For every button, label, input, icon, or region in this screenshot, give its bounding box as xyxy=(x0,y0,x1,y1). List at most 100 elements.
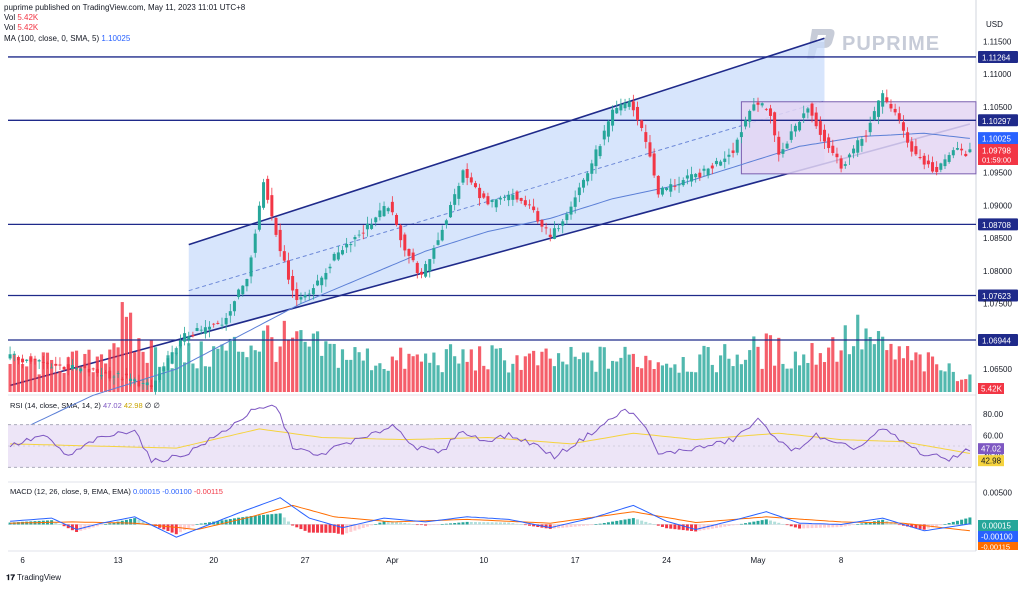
volume-bar xyxy=(943,371,947,392)
volume-bar xyxy=(606,368,611,392)
candle-body xyxy=(382,206,386,217)
candle-body xyxy=(785,143,789,149)
volume-bar xyxy=(457,363,461,392)
macd-histogram-bar xyxy=(748,522,752,525)
candle-body xyxy=(33,358,37,361)
volume-bar xyxy=(897,346,901,392)
footer: 𝟏𝟕 TradingView xyxy=(6,573,61,583)
candle-body xyxy=(665,187,669,191)
macd-histogram-bar xyxy=(183,524,187,531)
volume-bar xyxy=(498,348,502,392)
macd-histogram-bar xyxy=(486,522,490,525)
macd-histogram-bar xyxy=(901,524,905,526)
channel-upper-trendline xyxy=(188,37,825,246)
volume-bar xyxy=(116,347,120,392)
volume-bar xyxy=(814,364,818,392)
candle-body xyxy=(124,373,128,376)
macd-hist-tag xyxy=(978,520,1018,531)
candle-body xyxy=(262,182,266,208)
macd-histogram-bar xyxy=(411,524,415,525)
candle-body xyxy=(739,132,743,138)
time-tick-label: 8 xyxy=(839,556,844,565)
macd-histogram-bar xyxy=(503,522,507,525)
macd-histogram-bar xyxy=(752,521,756,525)
macd-histogram-bar xyxy=(216,520,220,525)
volume-bar xyxy=(719,355,723,392)
candle-body xyxy=(21,358,25,363)
candle-body xyxy=(872,111,876,121)
candle-body xyxy=(303,294,307,298)
rsi-sma-line xyxy=(10,428,970,454)
macd-histogram-bar xyxy=(818,524,822,528)
volume-bar xyxy=(486,369,490,392)
candle-body xyxy=(241,285,245,295)
macd-histogram-bar xyxy=(178,524,182,533)
macd-histogram-bar xyxy=(868,521,872,525)
volume-bar xyxy=(50,359,54,392)
macd-histogram-bar xyxy=(536,524,540,527)
candle-body xyxy=(931,162,935,172)
volume-bar xyxy=(332,343,336,392)
volume-bar xyxy=(885,350,889,392)
volume-bar xyxy=(893,359,897,392)
macd-histogram-bar xyxy=(914,524,918,529)
candle-body xyxy=(328,266,332,269)
candle-body xyxy=(594,149,598,167)
candle-body xyxy=(955,148,959,150)
candle-body xyxy=(8,354,12,359)
ma-line xyxy=(9,132,970,436)
volume-bar xyxy=(548,358,552,392)
macd-histogram-bar xyxy=(557,524,561,529)
volume-bar xyxy=(411,356,415,392)
macd-histogram-bar xyxy=(382,521,386,525)
candle-body xyxy=(777,136,781,155)
volume-bar xyxy=(785,368,789,392)
rsi-value: 47.02 xyxy=(102,401,122,410)
candle-body xyxy=(760,103,764,106)
price-tick-label: 1.11500 xyxy=(983,37,1012,46)
macd-histogram-bar xyxy=(278,513,282,525)
macd-histogram-bar xyxy=(257,515,261,525)
candle-body xyxy=(914,146,918,155)
macd-histogram-bar xyxy=(835,524,839,528)
volume-bar xyxy=(245,357,249,392)
volume-bar xyxy=(266,325,270,392)
macd-histogram-bar xyxy=(395,521,399,525)
volume-bar xyxy=(930,356,935,392)
macd-histogram-bar xyxy=(640,520,644,525)
candle-body xyxy=(735,139,739,153)
volume-bar xyxy=(253,350,257,392)
volume-bar xyxy=(228,338,232,392)
volume-bar xyxy=(419,361,424,392)
volume-bar xyxy=(91,372,95,392)
candle-body xyxy=(54,363,58,366)
macd-histogram-bar xyxy=(112,522,116,525)
macd-histogram-bar xyxy=(54,522,58,525)
macd-histogram-bar xyxy=(432,524,436,526)
macd-histogram-bar xyxy=(806,524,810,529)
macd-histogram-bar xyxy=(199,523,203,525)
volume-bar xyxy=(939,370,943,392)
volume-bar xyxy=(291,337,295,392)
volume-bar xyxy=(827,347,831,392)
candle-body xyxy=(278,229,282,252)
candle-body xyxy=(133,379,137,382)
volume-bar xyxy=(444,349,448,392)
volume-bar xyxy=(868,336,872,392)
price-tick-label: 1.11000 xyxy=(983,70,1012,79)
macd-histogram-bar xyxy=(274,513,278,525)
volume-bar xyxy=(835,361,839,392)
macd-histogram-bar xyxy=(299,524,303,530)
volume-bar xyxy=(432,352,436,392)
macd-signal-tag xyxy=(978,542,1018,550)
candle-body xyxy=(320,277,324,286)
volume-bar xyxy=(128,312,133,392)
volume-bar xyxy=(665,363,669,392)
volume-bar xyxy=(8,363,12,392)
candle-body xyxy=(806,108,810,113)
ma-tag-label: 1.10025 xyxy=(982,135,1011,144)
candle-body xyxy=(162,367,166,372)
volume-bar xyxy=(677,372,681,392)
volume-bar xyxy=(145,362,149,392)
